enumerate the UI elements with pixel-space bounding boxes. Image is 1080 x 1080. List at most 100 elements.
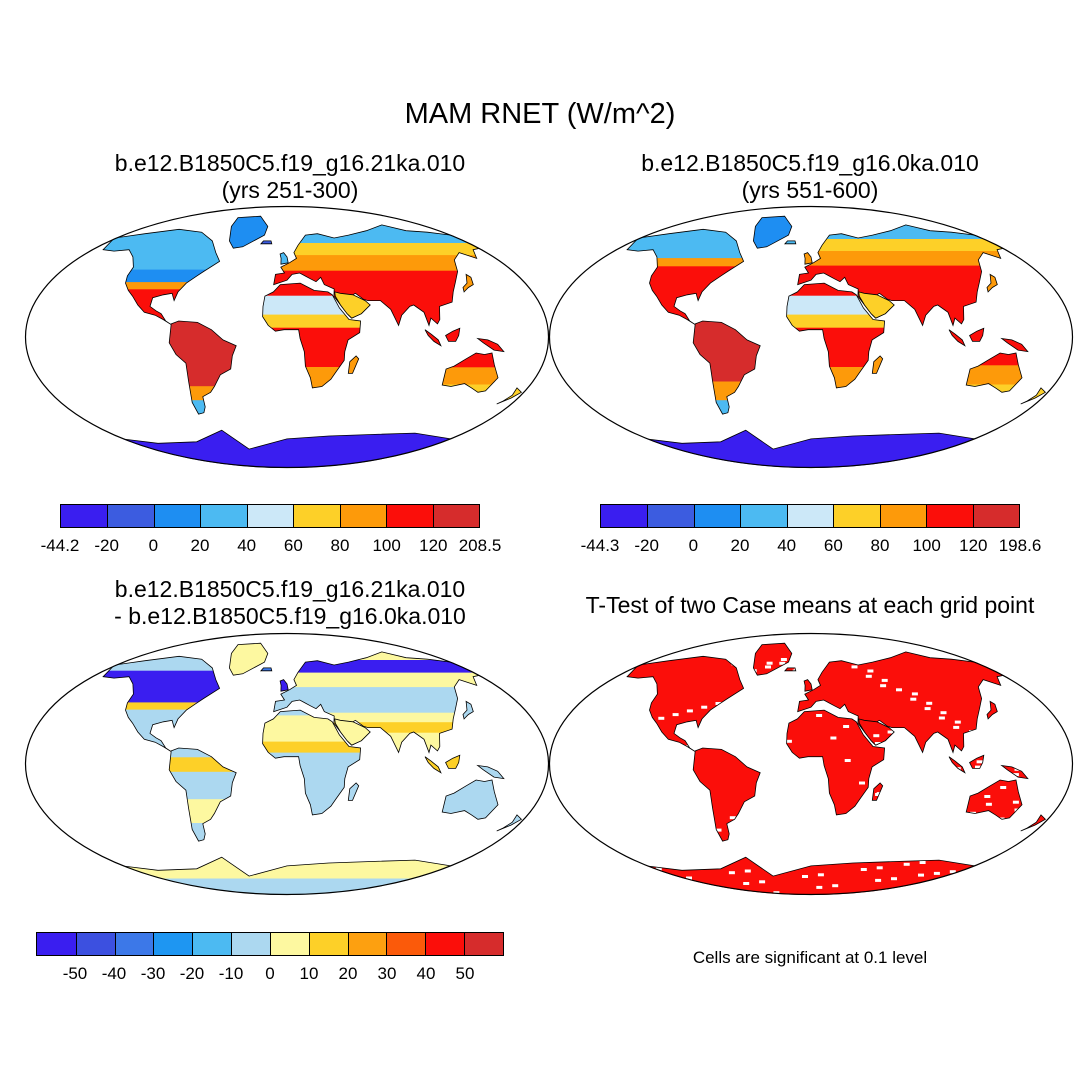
nonsignificant-cell <box>608 683 614 686</box>
land-band-northAmerica <box>103 282 220 290</box>
nonsignificant-cell <box>743 734 749 737</box>
nonsignificant-cell <box>1020 739 1026 742</box>
colorbar-1-tick-label: 80 <box>330 536 350 555</box>
nonsignificant-cell <box>989 762 995 765</box>
nonsignificant-cell <box>579 685 585 688</box>
nonsignificant-cell <box>991 720 997 723</box>
nonsignificant-cell <box>1043 814 1049 817</box>
land-fill-sumatra <box>949 756 965 773</box>
nonsignificant-cell <box>729 698 736 702</box>
nonsignificant-cell <box>765 665 771 669</box>
nonsignificant-cell <box>913 800 919 803</box>
nonsignificant-cell <box>772 717 778 720</box>
nonsignificant-cell <box>887 730 894 734</box>
land-fill-madagascar <box>872 782 883 801</box>
land-fill-borneo <box>445 755 460 769</box>
nonsignificant-cell <box>573 670 579 673</box>
nonsignificant-cell <box>979 834 985 837</box>
colorbar-3-tick-label: 40 <box>416 964 436 983</box>
nonsignificant-cell <box>610 787 616 790</box>
nonsignificant-cell <box>618 759 624 762</box>
coastline-japan <box>462 273 474 293</box>
nonsignificant-cell <box>584 711 590 714</box>
nonsignificant-cell <box>1020 783 1026 786</box>
nonsignificant-cell <box>892 805 898 808</box>
land-region-sumatra <box>425 329 441 346</box>
nonsignificant-cell <box>569 715 575 718</box>
nonsignificant-cell <box>686 876 692 880</box>
nonsignificant-cell <box>751 805 757 808</box>
nonsignificant-cell <box>934 825 940 828</box>
land-fill-newzealand <box>1020 387 1046 404</box>
nonsignificant-cell <box>743 757 749 760</box>
nonsignificant-cell <box>773 891 780 895</box>
nonsignificant-cell <box>584 889 590 892</box>
nonsignificant-cell <box>671 762 677 765</box>
coastline-sumatra <box>948 756 966 774</box>
nonsignificant-cell <box>816 759 822 762</box>
colorbar-2-swatch <box>833 505 880 527</box>
nonsignificant-cell <box>773 826 779 829</box>
nonsignificant-cell <box>1048 768 1054 771</box>
colorbar-3-swatch <box>37 933 76 955</box>
nonsignificant-cell <box>905 817 911 820</box>
nonsignificant-cell <box>589 671 595 674</box>
panel-1-title-line2: (yrs 251-300) <box>221 177 359 203</box>
land-fill-africa <box>786 710 885 815</box>
nonsignificant-cell <box>589 767 595 770</box>
colorbar-1-swatch <box>153 505 201 527</box>
nonsignificant-cell <box>647 751 653 754</box>
nonsignificant-cell <box>963 836 969 839</box>
nonsignificant-cell <box>794 766 800 769</box>
nonsignificant-cell <box>1034 805 1040 808</box>
nonsignificant-cell <box>560 707 566 710</box>
nonsignificant-cell <box>750 705 756 708</box>
nonsignificant-cell <box>612 801 618 804</box>
nonsignificant-cell <box>554 880 560 883</box>
nonsignificant-cell <box>569 838 575 841</box>
nonsignificant-cell <box>571 679 577 682</box>
land-band-northAmerica <box>103 702 220 710</box>
nonsignificant-cell <box>567 728 573 731</box>
nonsignificant-cell <box>891 820 897 823</box>
nonsignificant-cell <box>567 765 573 768</box>
coastline-madagascar <box>871 355 884 374</box>
nonsignificant-cell <box>590 817 596 820</box>
nonsignificant-cell <box>649 797 655 800</box>
nonsignificant-cell <box>647 789 653 792</box>
nonsignificant-cell <box>935 767 941 770</box>
nonsignificant-cell <box>911 793 917 796</box>
nonsignificant-cell <box>1057 770 1063 773</box>
nonsignificant-cell <box>568 796 574 799</box>
nonsignificant-cell <box>684 889 691 892</box>
nonsignificant-cell <box>719 709 725 712</box>
colorbar-1-tick-label: 100 <box>372 536 401 555</box>
land-band-eurasia <box>797 224 1011 240</box>
nonsignificant-cell <box>964 881 971 884</box>
nonsignificant-cell <box>1042 670 1048 673</box>
nonsignificant-cell <box>831 827 837 830</box>
coastline-sumatra <box>424 756 442 774</box>
nonsignificant-cell <box>686 799 692 802</box>
nonsignificant-cell <box>583 732 589 735</box>
nonsignificant-cell <box>642 785 648 788</box>
nonsignificant-cell <box>1035 734 1041 737</box>
nonsignificant-cell <box>1037 784 1043 787</box>
land-fill-newguinea <box>477 765 504 779</box>
nonsignificant-cell <box>903 862 910 866</box>
nonsignificant-cell <box>846 857 853 861</box>
land-band-northAmerica <box>103 269 220 283</box>
nonsignificant-cell <box>617 710 623 713</box>
nonsignificant-cell <box>987 708 989 712</box>
nonsignificant-cell <box>780 658 787 661</box>
nonsignificant-cell <box>758 691 764 694</box>
nonsignificant-cell <box>830 736 837 740</box>
nonsignificant-cell <box>692 785 698 788</box>
nonsignificant-cell <box>562 661 568 664</box>
coastline-africa <box>262 709 362 816</box>
nonsignificant-cell <box>941 779 947 782</box>
nonsignificant-cell <box>1050 799 1056 802</box>
land-fill-borneo <box>445 328 460 342</box>
nonsignificant-cell <box>561 694 567 697</box>
nonsignificant-cell <box>838 643 844 646</box>
